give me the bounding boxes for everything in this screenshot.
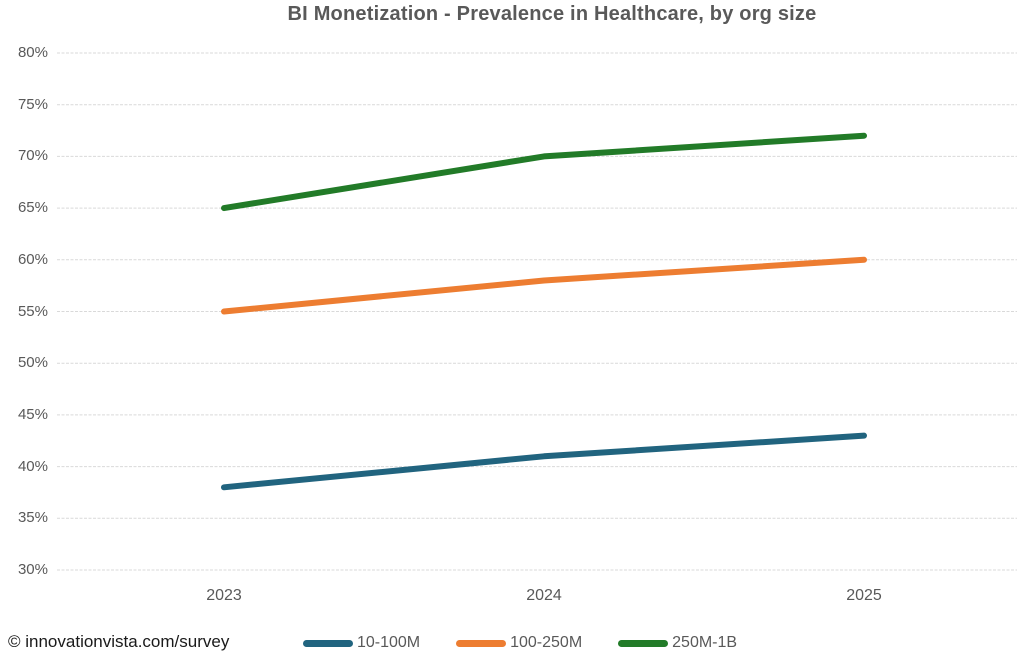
legend-label: 250M-1B xyxy=(672,634,738,651)
y-tick-label: 75% xyxy=(17,95,48,113)
series-line-100-250M xyxy=(221,256,867,315)
y-tick-label: 45% xyxy=(17,405,48,423)
legend-item-100-250M: 100-250M xyxy=(456,634,582,652)
legend-label: 100-250M xyxy=(510,634,583,651)
y-tick-label: 65% xyxy=(17,199,48,217)
legend: 10-100M 100-250M 250M-1B xyxy=(8,634,1024,652)
legend-line-marker xyxy=(618,639,669,647)
legend-line-marker xyxy=(456,639,507,647)
y-tick-label: 70% xyxy=(17,147,48,165)
legend-item-250M-1B: 250M-1B xyxy=(618,634,737,652)
y-tick-label: 40% xyxy=(17,457,48,475)
chart-title: BI Monetization - Prevalence in Healthca… xyxy=(287,3,817,25)
chart-footer: © innovationvista.com/survey 10-100M 100-… xyxy=(0,628,1024,663)
y-tick-label: 50% xyxy=(17,354,48,372)
series-line-250M-1B xyxy=(221,132,867,212)
legend-item-10-100M: 10-100M xyxy=(302,634,421,652)
y-tick-label: 55% xyxy=(17,302,48,320)
y-tick-label: 80% xyxy=(17,44,48,61)
attribution-text: © innovationvista.com/survey xyxy=(8,632,230,651)
x-tick-label: 2024 xyxy=(526,587,562,604)
legend-line-marker xyxy=(302,639,353,647)
x-tick-label: 2023 xyxy=(206,587,242,604)
legend-label: 10-100M xyxy=(356,634,421,651)
series-line-10-100M xyxy=(221,432,867,491)
y-tick-label: 60% xyxy=(17,250,48,268)
x-tick-label: 2025 xyxy=(846,587,882,604)
y-tick-label: 30% xyxy=(17,561,48,578)
y-tick-label: 35% xyxy=(17,509,48,527)
